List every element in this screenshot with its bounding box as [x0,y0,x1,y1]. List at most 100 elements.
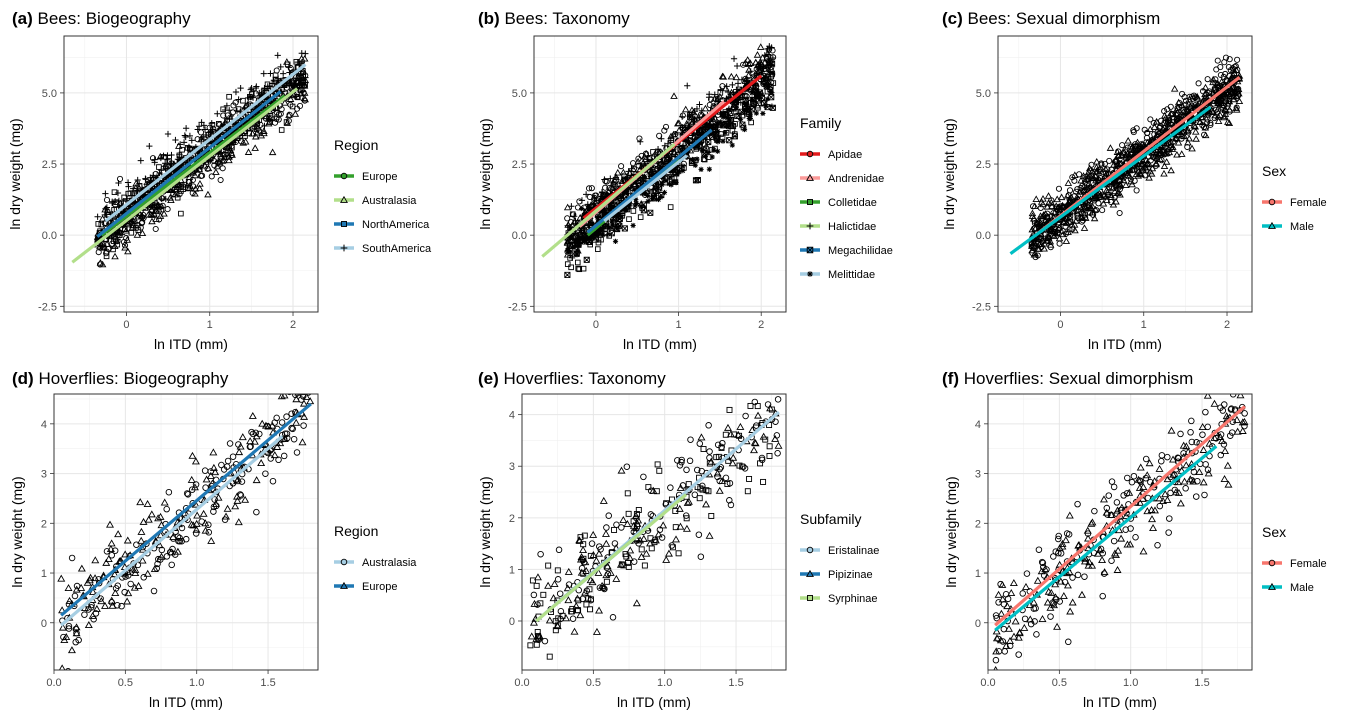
legend: Subfamily Eristalinae Pipizinae Syrphinae [800,511,879,605]
data-point [1221,105,1229,112]
data-point [146,143,153,150]
data-point [998,580,1007,588]
data-point [662,172,668,178]
data-point [722,129,728,136]
data-point [666,181,673,187]
data-point [214,159,221,166]
data-point [223,102,230,109]
data-point [639,534,648,542]
data-point [714,441,722,449]
data-point [1234,373,1240,379]
data-point [564,215,571,222]
data-point [699,147,705,154]
data-point [577,534,584,541]
panel-title-text: Hoverflies: Sexual dimorphism [959,369,1193,388]
legend: Family Apidae Andrenidae Colletidae Halictid… [800,115,893,281]
data-point [704,119,713,126]
data-point [237,492,245,499]
data-point [290,91,298,99]
data-point [1100,568,1109,576]
data-point [568,203,575,210]
data-point [130,583,139,591]
data-point [1116,209,1123,217]
data-point [751,439,760,447]
data-point [741,126,748,133]
data-point [137,157,144,164]
data-point [237,84,244,92]
data-point [723,423,732,431]
data-point [180,139,188,146]
data-point [1115,148,1122,155]
data-point [1133,187,1140,194]
data-point [1180,477,1189,485]
data-point [168,561,175,569]
data-point [625,510,632,517]
data-point [721,111,727,117]
data-point [131,565,140,573]
data-point [73,582,81,590]
data-point [679,113,686,120]
data-point [288,410,295,417]
data-point [688,119,696,127]
data-point [1027,620,1035,628]
data-point [280,394,289,399]
data-point [163,553,171,560]
data-point [1241,410,1248,417]
data-point [1221,447,1230,454]
data-point [720,138,726,144]
data-point [175,142,183,149]
data-point [1219,407,1227,414]
data-point [1204,469,1213,477]
data-point [1055,223,1064,231]
data-point [1167,473,1174,481]
data-point [1058,539,1067,547]
fit-line-southamerica [104,63,307,223]
data-point [587,606,593,613]
data-point [268,148,277,156]
data-point [1161,490,1170,498]
data-point [1150,152,1159,160]
data-point [1009,579,1018,587]
data-point [1238,426,1247,434]
data-point [1201,131,1210,139]
data-point [226,440,234,447]
data-point [1099,592,1106,600]
data-point [663,152,669,158]
y-axis-label: ln dry weight (mg) [477,118,493,229]
data-point [759,432,768,440]
data-point [191,171,199,179]
legend-label: Colletidae [828,197,877,209]
data-point [568,264,574,271]
data-point [1106,184,1113,191]
data-point [633,514,640,522]
y-tick-label: 0 [41,618,47,630]
data-point [127,580,134,588]
data-point [1055,532,1062,540]
data-point [664,549,673,557]
data-point [1177,150,1186,157]
data-point [64,584,73,591]
data-point [676,522,685,530]
data-point [248,411,257,419]
data-point [235,441,242,448]
data-point [1166,515,1173,522]
data-point [1056,598,1063,605]
y-tick-label: 0.0 [42,230,57,242]
data-point [597,229,604,236]
data-point [1198,113,1206,120]
data-point [143,499,152,507]
data-point [1134,172,1143,179]
data-point [137,527,146,535]
data-point [292,418,301,426]
fit-line-melittidae [603,154,688,223]
data-point [121,550,130,558]
data-point [1190,121,1198,129]
data-point [283,84,290,91]
data-point [615,220,622,228]
data-point [1084,534,1093,542]
data-point [1106,144,1115,151]
data-point [631,187,637,193]
data-point [111,252,119,260]
fit-line-australasia [71,87,299,264]
plot-background [522,394,786,670]
